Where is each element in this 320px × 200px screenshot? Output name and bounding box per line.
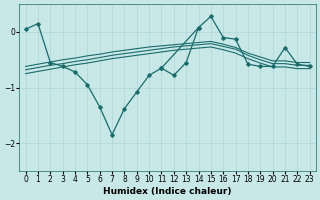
X-axis label: Humidex (Indice chaleur): Humidex (Indice chaleur) [103,187,232,196]
